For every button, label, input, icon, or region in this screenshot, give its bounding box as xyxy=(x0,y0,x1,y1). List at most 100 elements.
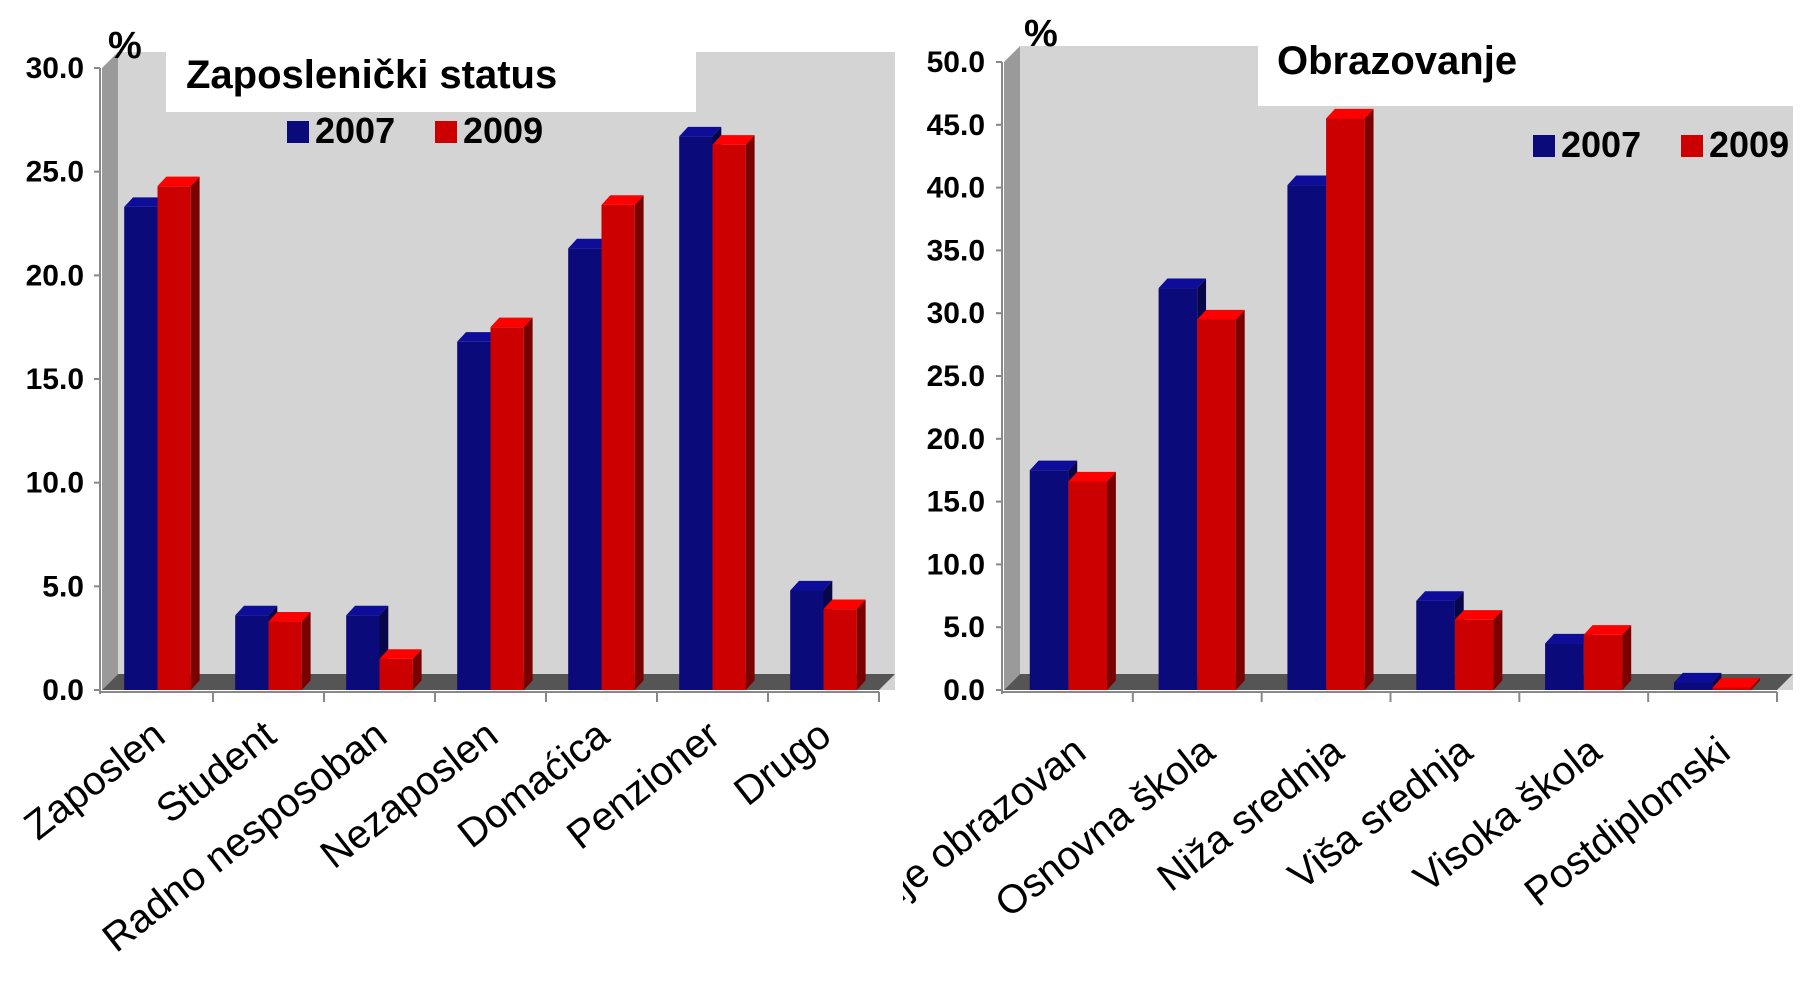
bar-top xyxy=(157,176,200,187)
bar-front xyxy=(568,248,602,690)
legend-swatch xyxy=(287,121,309,143)
category-label: Osnovna škola xyxy=(987,728,1223,926)
bar-top xyxy=(1454,610,1503,620)
y-tick-label: 30.0 xyxy=(927,297,985,330)
bar-front xyxy=(457,341,491,690)
bar-2009-4 xyxy=(490,317,533,690)
legend-swatch xyxy=(1533,135,1555,157)
bar-top xyxy=(1583,625,1632,635)
bar-top xyxy=(346,605,389,616)
bar-2007-3 xyxy=(346,605,389,690)
bar-front xyxy=(1068,481,1108,690)
bar-top xyxy=(490,317,533,328)
bar-top xyxy=(1158,278,1207,289)
y-tick-label: 0.0 xyxy=(42,674,84,707)
bar-front xyxy=(157,186,191,690)
bar-2009-2 xyxy=(268,611,311,690)
bar-top xyxy=(1197,309,1245,320)
bar-front xyxy=(1583,634,1623,690)
y-tick-label: 0.0 xyxy=(943,674,985,707)
bar-top xyxy=(235,605,278,616)
y-unit-label: % xyxy=(1024,13,1058,55)
bar-front xyxy=(1454,619,1494,690)
bar-side xyxy=(634,195,644,691)
title-box xyxy=(1258,36,1807,106)
plot-area xyxy=(1020,46,1793,690)
bar-top xyxy=(712,135,755,145)
bar-top xyxy=(1673,672,1722,683)
bar-front xyxy=(1673,682,1713,690)
category-label: Drugo xyxy=(726,712,839,814)
bar-top xyxy=(1068,471,1116,482)
y-tick-label: 20.0 xyxy=(26,259,84,292)
legend-item-2009: 2009 xyxy=(435,110,543,151)
bar-2009-6 xyxy=(712,135,755,691)
y-unit-label: % xyxy=(108,25,142,67)
legend-item-2009: 2009 xyxy=(1681,124,1789,165)
bar-top xyxy=(601,195,644,205)
bar-top xyxy=(823,599,866,610)
bar-front xyxy=(1158,288,1198,690)
bar-top xyxy=(1287,175,1335,186)
legend-label: 2009 xyxy=(463,110,543,151)
bar-front xyxy=(790,590,824,690)
bar-2009-1 xyxy=(1068,471,1116,690)
bar-top xyxy=(1326,108,1374,119)
bar-side xyxy=(1751,677,1761,690)
y-tick-label: 25.0 xyxy=(927,360,985,393)
legend-label: 2007 xyxy=(315,110,395,151)
y-tick-label: 20.0 xyxy=(927,423,985,456)
bar-side xyxy=(1364,108,1374,691)
y-tick-label: 15.0 xyxy=(927,486,985,519)
category-label: Zaposlen xyxy=(16,712,173,848)
bar-front xyxy=(1197,319,1236,690)
bar-front xyxy=(1287,185,1327,690)
bar-side xyxy=(1235,309,1245,690)
legend-item-2007: 2007 xyxy=(287,110,395,151)
bar-2009-2 xyxy=(1197,309,1245,690)
bar-front xyxy=(379,658,413,690)
bar-2009-4 xyxy=(1454,610,1503,690)
bar-top xyxy=(790,580,833,591)
bar-side xyxy=(523,317,533,690)
legend-label: 2009 xyxy=(1709,124,1789,165)
bar-front xyxy=(1712,687,1752,690)
bar-side xyxy=(190,176,200,690)
employment-status-chart: 0.05.010.015.020.025.030.0ZaposlenStuden… xyxy=(16,25,895,961)
bar-side xyxy=(1493,610,1503,690)
y-tick-label: 5.0 xyxy=(42,570,84,603)
bar-2009-3 xyxy=(379,649,422,690)
bar-front xyxy=(235,615,269,690)
bar-front xyxy=(268,621,302,690)
title-box xyxy=(166,50,696,112)
legend-swatch xyxy=(1681,135,1703,157)
y-tick-label: 50.0 xyxy=(927,46,985,79)
bar-side xyxy=(1622,625,1632,690)
bar-front xyxy=(124,206,158,690)
legend-item-2007: 2007 xyxy=(1533,124,1641,165)
bar-front xyxy=(712,144,746,691)
y-tick-label: 35.0 xyxy=(927,234,985,267)
bar-top xyxy=(679,126,722,137)
y-tick-label: 40.0 xyxy=(927,172,985,205)
education-chart: 0.0 5.0 10.0 15.0 20.0 25.0 30.0 35.0 40.0 45.0 50… xyxy=(903,13,1807,927)
bar-2009-3 xyxy=(1326,108,1374,691)
side-wall xyxy=(102,52,118,690)
side-wall xyxy=(1004,46,1020,690)
bar-2009-6 xyxy=(1712,677,1761,690)
chart-title: Zaposlenički status xyxy=(186,53,557,97)
legend-label: 2007 xyxy=(1561,124,1641,165)
bar-2009-7 xyxy=(823,599,866,690)
bar-side xyxy=(1107,471,1116,690)
bar-2007-5 xyxy=(1545,633,1593,690)
bar-side xyxy=(856,599,866,690)
bar-front xyxy=(1326,118,1365,690)
bar-top xyxy=(457,332,500,342)
bar-2009-5 xyxy=(601,195,644,691)
bar-front xyxy=(679,136,713,691)
y-tick-label: 10.0 xyxy=(26,467,84,500)
bar-2009-1 xyxy=(157,176,200,690)
bar-front xyxy=(1029,470,1069,690)
bar-top xyxy=(268,611,311,622)
